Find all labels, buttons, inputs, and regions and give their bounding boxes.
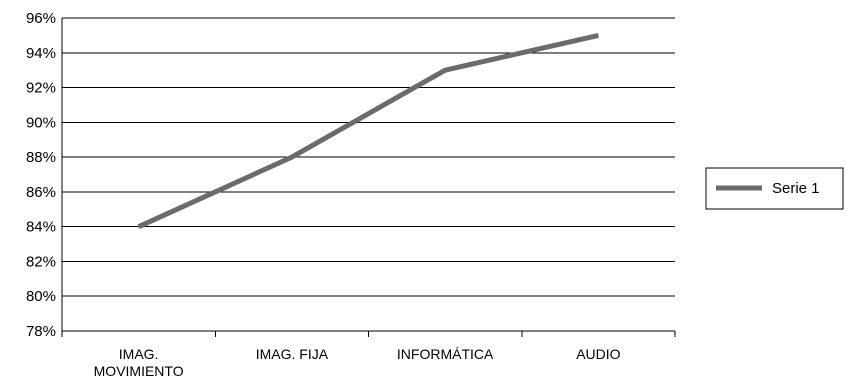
x-tick-label: INFORMÁTICA	[397, 346, 494, 362]
y-tick-label: 84%	[26, 219, 56, 236]
legend: Serie 1	[705, 167, 844, 210]
y-tick-label: 88%	[26, 149, 56, 166]
y-tick-label: 90%	[26, 114, 56, 131]
y-tick-label: 96%	[26, 10, 56, 27]
x-axis: IMAG. MOVIMIENTO IMAG. FIJA INFORMÁTICA AUDI…	[61, 18, 676, 379]
legend-label-serie-1: Serie 1	[772, 180, 820, 197]
x-tick-label: IMAG. FIJA	[256, 346, 329, 362]
gridlines	[62, 17, 675, 332]
y-axis-tick-labels: 78% 80% 82% 84% 86% 88% 90% 92% 94% 96%	[26, 10, 56, 340]
series-line-serie-1	[137, 32, 599, 229]
series-group	[137, 32, 599, 229]
y-tick-label: 94%	[26, 45, 56, 62]
x-tick-label: IMAG. MOVIMIENTO	[94, 346, 184, 379]
y-tick-label: 82%	[26, 253, 56, 270]
y-tick-label: 78%	[26, 323, 56, 340]
y-tick-label: 80%	[26, 288, 56, 305]
x-tick-label: AUDIO	[576, 346, 620, 362]
y-tick-label: 86%	[26, 184, 56, 201]
y-tick-label: 92%	[26, 80, 56, 97]
